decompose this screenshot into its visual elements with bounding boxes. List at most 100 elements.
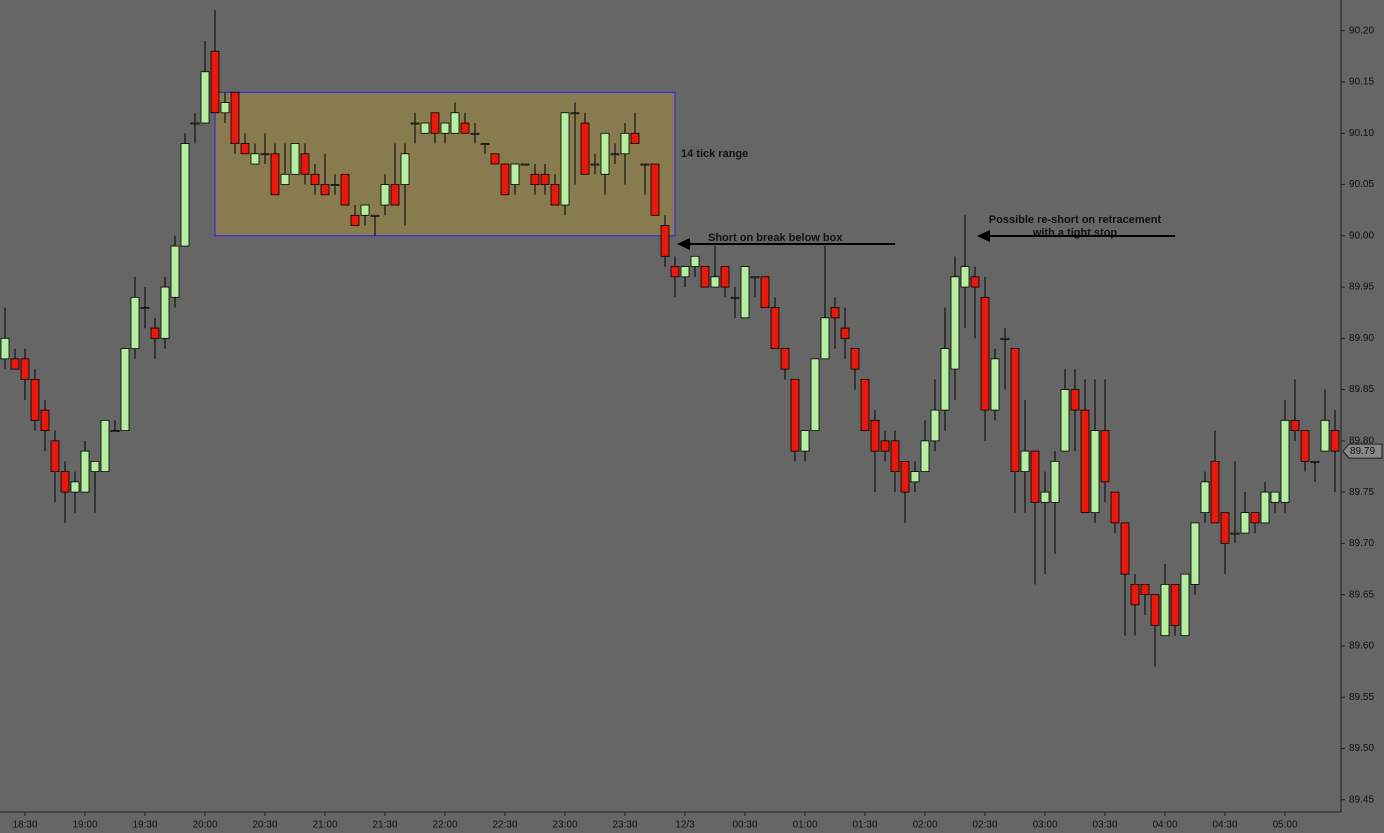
candle-body xyxy=(1050,460,1060,503)
candle-body xyxy=(110,430,120,433)
last-price-label: 89.79 xyxy=(1350,446,1375,457)
candle-body xyxy=(230,91,240,144)
candle-body xyxy=(410,122,420,125)
y-tick-label: 89.45 xyxy=(1349,794,1374,805)
candle-body xyxy=(1230,532,1240,535)
candle-body xyxy=(490,153,500,165)
y-tick-label: 89.60 xyxy=(1349,641,1374,652)
candle-body xyxy=(450,112,460,134)
x-tick-label: 05:00 xyxy=(1272,820,1297,831)
y-tick-label: 89.55 xyxy=(1349,692,1374,703)
candle-body xyxy=(630,132,640,144)
candle-body xyxy=(30,378,40,421)
candle-body xyxy=(360,204,370,216)
candle-body xyxy=(100,419,110,473)
candle-body xyxy=(1000,337,1010,340)
candle-body xyxy=(970,276,980,288)
candle-body xyxy=(800,430,810,452)
candle-body xyxy=(310,173,320,185)
candle-body xyxy=(80,450,90,493)
annotation: with a tight stop xyxy=(1032,227,1118,239)
candle-body xyxy=(400,153,410,185)
candle-body xyxy=(760,276,770,308)
x-tick-label: 21:00 xyxy=(312,820,337,831)
x-tick-label: 22:30 xyxy=(492,820,517,831)
candle-body xyxy=(620,132,630,155)
candle-body xyxy=(910,471,920,483)
y-tick-label: 89.50 xyxy=(1349,743,1374,754)
candle-body xyxy=(650,163,660,216)
candle-body xyxy=(740,266,750,319)
candle-body xyxy=(610,153,620,156)
y-tick-label: 89.70 xyxy=(1349,538,1374,549)
arrow-head xyxy=(677,238,690,250)
candle-body xyxy=(790,378,800,452)
y-tick-label: 89.75 xyxy=(1349,487,1374,498)
candle-body xyxy=(550,184,560,206)
candle-body xyxy=(50,440,60,473)
x-tick-label: 03:30 xyxy=(1092,820,1117,831)
candle-body xyxy=(1130,583,1140,606)
candle-body xyxy=(720,266,730,288)
candle-body xyxy=(350,214,360,226)
candle-body xyxy=(1220,512,1230,544)
x-tick-label: 00:30 xyxy=(732,820,757,831)
plot-area xyxy=(0,10,1340,667)
x-tick-label: 12/3 xyxy=(675,820,695,831)
candle-body xyxy=(890,440,900,473)
y-tick-label: 90.15 xyxy=(1349,77,1374,88)
candle-body xyxy=(210,50,220,114)
candle-body xyxy=(930,409,940,442)
x-tick-label: 23:00 xyxy=(552,820,577,831)
candle-body xyxy=(920,440,930,473)
candle-body xyxy=(290,143,300,175)
candle-body xyxy=(660,225,670,257)
candle-body xyxy=(940,348,950,411)
x-tick-label: 23:30 xyxy=(612,820,637,831)
candle-body xyxy=(1260,491,1270,524)
candle-body xyxy=(190,122,200,125)
candle-body xyxy=(1080,409,1090,514)
candle-body xyxy=(370,214,380,217)
candle-body xyxy=(1070,389,1080,411)
candle-body xyxy=(240,143,250,155)
candle-body xyxy=(1250,512,1260,524)
x-tick-label: 20:00 xyxy=(192,820,217,831)
candle-body xyxy=(420,122,430,134)
candle-body xyxy=(1200,481,1210,514)
arrow-head xyxy=(977,230,990,242)
candle-body xyxy=(1110,491,1120,524)
candle-body xyxy=(670,266,680,278)
candle-body xyxy=(120,348,130,432)
candle-body xyxy=(510,163,520,185)
candle-body xyxy=(1330,430,1340,452)
candle-body xyxy=(900,460,910,493)
candle-body xyxy=(270,153,280,196)
candle-body xyxy=(770,307,780,349)
candle-body xyxy=(530,173,540,185)
candle-body xyxy=(880,440,890,452)
x-tick-label: 20:30 xyxy=(252,820,277,831)
candle-body xyxy=(280,173,290,185)
candle-body xyxy=(1160,583,1170,637)
candle-body xyxy=(1170,583,1180,626)
x-tick-label: 22:00 xyxy=(432,820,457,831)
candle-body xyxy=(1280,419,1290,503)
y-tick-label: 90.05 xyxy=(1349,179,1374,190)
x-tick-label: 02:00 xyxy=(912,820,937,831)
candle-body xyxy=(580,122,590,175)
candle-body xyxy=(1190,522,1200,585)
candle-body xyxy=(730,296,740,299)
y-tick-label: 90.20 xyxy=(1349,25,1374,36)
candle-body xyxy=(460,122,470,134)
y-tick-label: 89.85 xyxy=(1349,384,1374,395)
candle-body xyxy=(860,378,870,432)
candle-body xyxy=(1150,594,1160,626)
candle-body xyxy=(90,460,100,473)
x-tick-label: 19:00 xyxy=(72,820,97,831)
candle-body xyxy=(340,173,350,206)
candle-body xyxy=(180,143,190,247)
